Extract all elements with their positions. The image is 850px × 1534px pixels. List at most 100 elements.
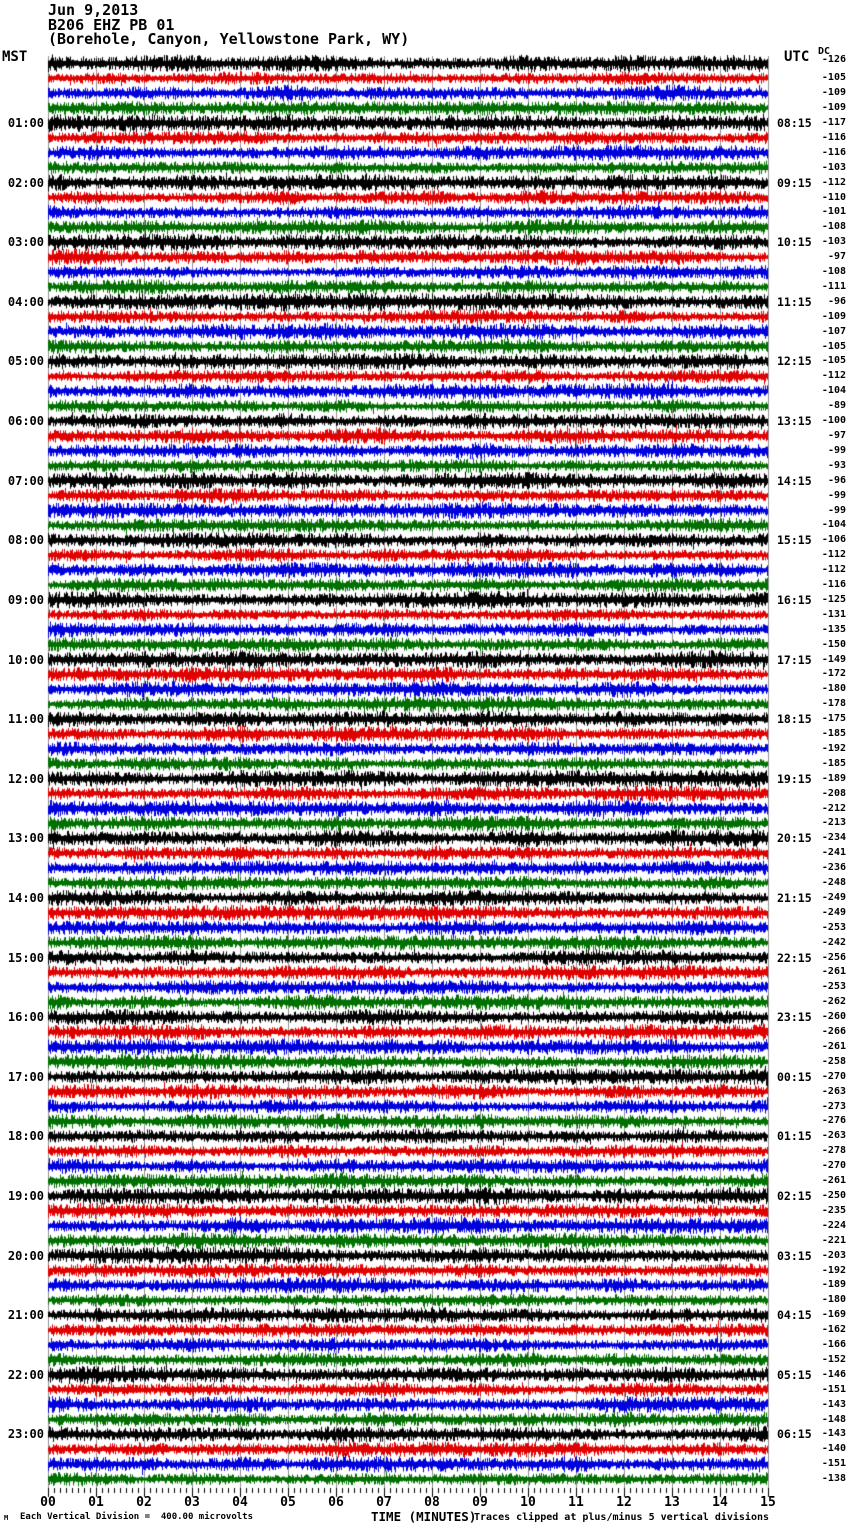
- dc-offset-value: -178: [821, 698, 846, 710]
- dc-offset-value: -276: [821, 1115, 846, 1127]
- dc-offset-value: -116: [821, 146, 846, 158]
- dc-offset-value: -104: [821, 519, 846, 531]
- dc-offset-value: -126: [821, 54, 846, 65]
- mst-hour-label: 21:00: [7, 1308, 44, 1323]
- x-tick-label: 06: [328, 1495, 344, 1510]
- dc-offset-value: -99: [827, 504, 846, 516]
- utc-hour-label: 22:15: [777, 950, 812, 965]
- mst-hour-label: 15:00: [7, 950, 44, 965]
- location-title: (Borehole, Canyon, Yellowstone Park, WY): [48, 30, 410, 48]
- dc-offset-value: -249: [821, 906, 846, 918]
- dc-column-label: DC: [818, 46, 831, 57]
- dc-offset-value: -189: [821, 1279, 846, 1291]
- mst-hour-label: 06:00: [7, 414, 44, 428]
- corner-mark: M: [4, 1514, 9, 1522]
- dc-offset-value: -108: [821, 266, 846, 277]
- mst-hour-label: 12:00: [7, 771, 44, 786]
- utc-hour-label: 01:15: [777, 1129, 812, 1144]
- mst-hour-label: 01:00: [7, 116, 44, 130]
- dc-offset-value: -110: [821, 191, 846, 203]
- dc-offset-value: -278: [821, 1145, 846, 1157]
- mst-hour-label: 20:00: [7, 1248, 44, 1263]
- dc-offset-value: -172: [821, 668, 846, 680]
- dc-offset-value: -108: [821, 221, 846, 233]
- dc-offset-value: -109: [821, 87, 846, 99]
- dc-offset-value: -112: [821, 564, 846, 576]
- x-tick-label: 02: [136, 1495, 152, 1510]
- dc-offset-value: -263: [821, 1130, 846, 1142]
- utc-hour-label: 17:15: [777, 652, 812, 667]
- dc-offset-value: -250: [821, 1190, 846, 1201]
- dc-offset-value: -107: [821, 325, 846, 337]
- mst-hour-label: 05:00: [7, 354, 44, 369]
- utc-hour-label: 05:15: [777, 1367, 812, 1382]
- dc-offset-value: -180: [821, 1294, 846, 1306]
- dc-offset-value: -99: [827, 444, 846, 456]
- dc-offset-value: -236: [821, 862, 846, 874]
- dc-offset-value: -253: [821, 981, 846, 993]
- right-timezone-label: UTC: [784, 49, 810, 65]
- dc-offset-value: -105: [821, 355, 846, 367]
- x-tick-label: 01: [88, 1495, 104, 1510]
- dc-offset-value: -262: [821, 996, 846, 1008]
- utc-hour-label: 19:15: [777, 771, 812, 786]
- dc-offset-value: -99: [827, 489, 846, 501]
- utc-hour-label: 20:15: [777, 831, 812, 846]
- dc-offset-value: -150: [821, 638, 846, 650]
- utc-hour-label: 14:15: [777, 473, 812, 488]
- dc-offset-value: -96: [827, 474, 846, 486]
- dc-offset-value: -224: [821, 1219, 846, 1231]
- mst-hour-label: 07:00: [7, 473, 44, 488]
- dc-offset-value: -192: [821, 742, 846, 754]
- dc-offset-value: -96: [827, 295, 846, 307]
- dc-offset-value: -112: [821, 549, 846, 561]
- dc-offset-value: -103: [821, 161, 846, 173]
- dc-offset-value: -106: [821, 534, 846, 546]
- utc-hour-label: 08:15: [777, 116, 812, 130]
- dc-offset-value: -89: [827, 400, 846, 412]
- dc-offset-value: -117: [821, 117, 846, 128]
- mst-hour-label: 03:00: [7, 235, 44, 250]
- mst-hour-label: 09:00: [7, 592, 44, 607]
- left-timezone-label: MST: [2, 49, 28, 65]
- dc-offset-value: -105: [821, 72, 846, 84]
- utc-hour-label: 03:15: [777, 1248, 812, 1263]
- dc-offset-value: -131: [821, 608, 846, 620]
- utc-hour-label: 12:15: [777, 354, 812, 369]
- x-tick-label: 13: [664, 1495, 680, 1510]
- dc-offset-value: -185: [821, 757, 846, 769]
- dc-offset-value: -261: [821, 1040, 846, 1052]
- mst-hour-label: 11:00: [7, 712, 44, 727]
- mst-hour-label: 14:00: [7, 890, 44, 905]
- dc-offset-value: -212: [821, 802, 846, 814]
- dc-offset-value: -125: [821, 593, 846, 605]
- dc-offset-value: -203: [821, 1249, 846, 1261]
- utc-hour-label: 09:15: [777, 175, 812, 190]
- x-tick-label: 15: [760, 1495, 776, 1510]
- utc-hour-label: 15:15: [777, 533, 812, 548]
- mst-hour-label: 16:00: [7, 1010, 44, 1025]
- utc-hour-label: 21:15: [777, 890, 812, 905]
- dc-offset-value: -93: [827, 459, 846, 471]
- dc-offset-value: -105: [821, 340, 846, 352]
- utc-hour-label: 04:15: [777, 1308, 812, 1323]
- dc-offset-value: -151: [821, 1383, 846, 1395]
- dc-offset-value: -234: [821, 832, 846, 844]
- x-tick-label: 14: [712, 1495, 728, 1510]
- dc-offset-value: -261: [821, 1175, 846, 1186]
- utc-hour-label: 02:15: [777, 1189, 812, 1203]
- division-note: Each Vertical Division = 400.00 microvol…: [20, 1512, 253, 1522]
- mst-hour-label: 10:00: [7, 652, 44, 667]
- dc-offset-value: -143: [821, 1428, 846, 1440]
- utc-hour-label: 10:15: [777, 235, 812, 250]
- utc-hour-label: 13:15: [777, 414, 812, 428]
- dc-offset-value: -189: [821, 772, 846, 784]
- dc-offset-value: -116: [821, 579, 846, 590]
- station-title: B206 EHZ PB 01: [48, 16, 175, 34]
- dc-offset-value: -270: [821, 1070, 846, 1082]
- mst-hour-label: 02:00: [7, 175, 44, 190]
- dc-offset-value: -256: [821, 951, 846, 963]
- dc-offset-value: -148: [821, 1413, 846, 1425]
